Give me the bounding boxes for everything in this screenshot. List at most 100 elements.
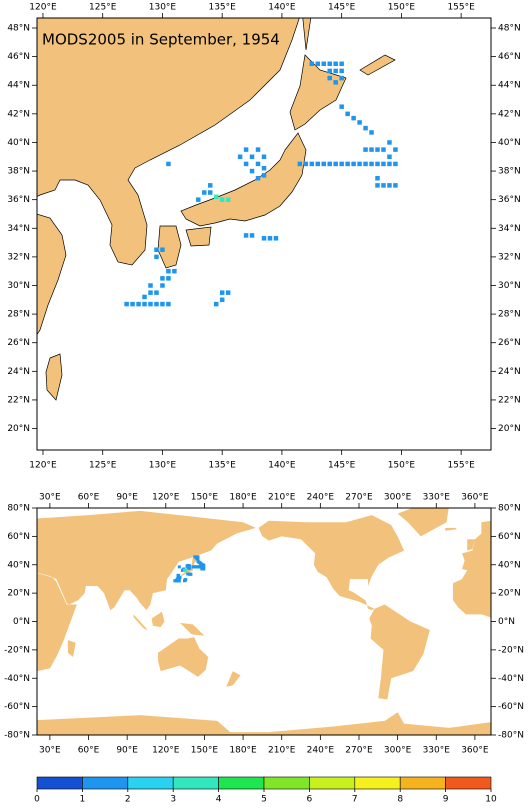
observation <box>393 183 398 188</box>
land <box>178 557 198 578</box>
observation <box>225 290 231 295</box>
y-tick-label: 28°N <box>498 310 521 320</box>
observation <box>225 197 231 202</box>
observation <box>369 161 374 167</box>
y-tick-label: 32°N <box>498 252 521 262</box>
observation <box>199 562 203 566</box>
x-tick-label: 210°E <box>268 746 296 756</box>
x-tick-label: 330°E <box>423 493 451 503</box>
observation <box>333 161 338 167</box>
observation <box>363 125 368 131</box>
x-tick-label: 240°E <box>307 493 335 503</box>
observation <box>207 183 213 188</box>
observation <box>345 161 350 167</box>
observation <box>261 173 267 178</box>
y-tick-label: 60°N <box>498 532 521 542</box>
global-points <box>173 555 206 583</box>
honshu <box>180 132 307 227</box>
land <box>37 712 491 735</box>
observation <box>351 161 356 167</box>
map-title: MODS2005 in September, 1954 <box>42 31 280 49</box>
observation <box>154 254 159 260</box>
observation <box>345 111 350 117</box>
y-tick-label: 40°N <box>7 560 30 570</box>
colorbar-label: 3 <box>170 795 176 805</box>
regional-land <box>37 18 396 401</box>
observation <box>148 283 153 288</box>
colorbar-label: 9 <box>443 795 449 805</box>
observation <box>196 197 201 202</box>
observation <box>339 104 344 109</box>
observation <box>124 301 129 307</box>
observation <box>175 577 179 581</box>
observation <box>387 183 392 188</box>
land <box>67 639 76 657</box>
observation <box>261 236 267 241</box>
land <box>397 508 449 537</box>
x-tick-label: 145°E <box>328 3 356 13</box>
y-tick-label: 40°N <box>498 138 521 148</box>
x-tick-label: 360°E <box>461 746 489 756</box>
x-tick-label: 270°E <box>345 493 373 503</box>
observation <box>267 236 273 241</box>
y-tick-label: 22°N <box>7 395 30 405</box>
observation <box>249 154 255 160</box>
y-tick-label: 40°N <box>498 560 521 570</box>
observation <box>243 161 249 167</box>
observation <box>255 147 261 152</box>
observation <box>189 572 193 576</box>
y-tick-label: 24°N <box>7 367 30 377</box>
y-tick-label: 20°N <box>498 424 521 434</box>
mainland <box>37 18 300 266</box>
observation <box>297 161 303 167</box>
x-tick-label: 120°E <box>152 746 180 756</box>
colorbar-bin <box>127 776 174 790</box>
x-tick-label: 30°E <box>39 493 61 503</box>
observation <box>154 247 159 252</box>
observation <box>148 290 153 295</box>
colorbar-bin <box>354 776 401 790</box>
observation <box>243 147 249 152</box>
x-tick-label: 60°E <box>78 493 100 503</box>
observation <box>166 301 171 307</box>
y-tick-label: 36°N <box>7 195 30 205</box>
sakhalin <box>302 18 312 51</box>
observation <box>387 140 392 145</box>
observation <box>136 301 141 307</box>
observation <box>393 161 398 167</box>
y-tick-label: 44°N <box>498 81 521 91</box>
land <box>369 604 430 700</box>
x-tick-label: 60°E <box>78 746 100 756</box>
land <box>37 572 77 672</box>
observation <box>321 161 326 167</box>
observation <box>333 68 338 74</box>
observation <box>255 175 261 181</box>
colorbar-label: 5 <box>261 795 267 805</box>
x-tick-label: 145°E <box>328 461 356 471</box>
observation <box>166 268 171 274</box>
land <box>445 527 457 531</box>
observation <box>339 161 344 167</box>
y-tick-label: 0°N <box>498 617 515 627</box>
x-tick-label: 210°E <box>268 493 296 503</box>
observation <box>363 147 368 152</box>
colorbar-bin <box>172 776 219 790</box>
x-tick-label: 90°E <box>116 493 138 503</box>
colorbar-bin <box>218 776 265 790</box>
colorbar-label: 7 <box>352 795 358 805</box>
observation <box>339 68 344 74</box>
observation <box>381 183 386 188</box>
colorbar-bin <box>82 776 129 790</box>
y-tick-label: 46°N <box>7 52 30 62</box>
observation <box>375 147 380 152</box>
observation <box>369 130 374 135</box>
y-tick-label: 20°N <box>7 589 30 599</box>
observation <box>273 236 279 241</box>
y-tick-label: 34°N <box>7 224 30 234</box>
x-tick-label: 135°E <box>208 3 236 13</box>
x-tick-label: 150°E <box>388 3 416 13</box>
colorbar-bin <box>36 776 83 790</box>
y-tick-label: -40°N <box>498 674 524 684</box>
observation <box>249 233 255 238</box>
